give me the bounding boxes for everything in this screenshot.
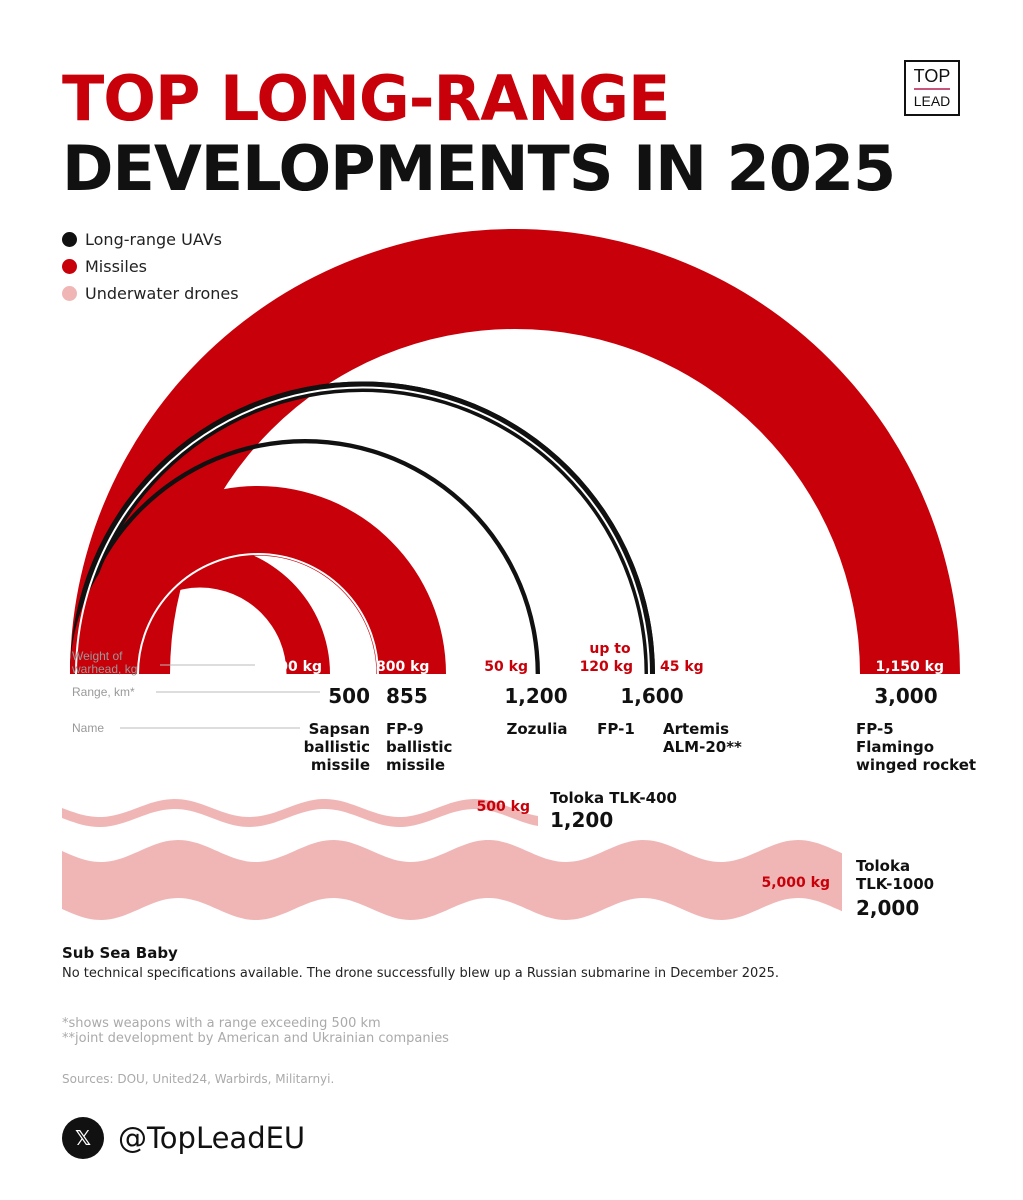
row-label-warhead-1: Weight of — [72, 649, 123, 663]
underwater-warhead-0: 500 kg — [477, 799, 530, 815]
legend-item-missiles: Missiles — [62, 253, 239, 280]
name-label-4-1: ALM-20** — [663, 738, 742, 756]
legend-label-underwater: Underwater drones — [85, 284, 239, 303]
name-label-5-2: winged rocket — [856, 756, 976, 774]
underwater-range-1: 2,000 — [856, 896, 919, 920]
warhead-label-4: 45 kg — [660, 659, 704, 675]
footnotes: *shows weapons with a range exceeding 50… — [62, 1016, 449, 1046]
title-line-2: DEVELOPMENTS IN 2025 — [62, 132, 896, 205]
name-label-1-1: ballistic — [386, 738, 452, 756]
name-label-5-1: Flamingo — [856, 738, 934, 756]
name-label-0-0: Sapsan — [309, 720, 370, 738]
sources: Sources: DOU, United24, Warbirds, Milita… — [62, 1072, 335, 1086]
range-label-5: 3,000 — [874, 684, 937, 708]
legend-dot-underwater — [62, 286, 77, 301]
social-handle-block[interactable]: 𝕏 @TopLeadEU — [62, 1117, 305, 1159]
arc-0 — [70, 544, 330, 674]
name-label-0-2: missile — [311, 756, 370, 774]
sub-sea-baby-description: No technical specifications available. T… — [62, 966, 779, 981]
range-label-0: 500 — [328, 684, 370, 708]
title-line-1: TOP LONG-RANGE — [62, 62, 670, 135]
sub-sea-baby-title: Sub Sea Baby — [62, 944, 178, 962]
social-handle[interactable]: @TopLeadEU — [118, 1121, 306, 1155]
range-label-3: 1,600 — [620, 684, 683, 708]
x-logo-icon: 𝕏 — [62, 1117, 104, 1159]
sub-sea-baby-note: Sub Sea Baby No technical specifications… — [62, 944, 779, 981]
name-label-4-0: Artemis — [663, 720, 729, 738]
warhead-label-1: 800 kg — [376, 659, 429, 675]
underwater-band-0 — [62, 799, 538, 827]
range-label-2: 1,200 — [504, 684, 567, 708]
warhead-label-5: 1,150 kg — [876, 659, 945, 675]
underwater-warhead-1: 5,000 kg — [762, 875, 831, 891]
arc-divider-artemis — [75, 386, 650, 675]
toplead-logo: TOP LEAD — [904, 60, 960, 116]
row-label-name: Name — [72, 721, 104, 735]
legend-item-underwater: Underwater drones — [62, 280, 239, 307]
legend-dot-missiles — [62, 259, 77, 274]
legend-label-missiles: Missiles — [85, 257, 147, 276]
underwater-name-1-b: TLK-1000 — [856, 875, 934, 893]
name-label-0-1: ballistic — [304, 738, 370, 756]
arc-divider-fp9 — [137, 553, 379, 675]
legend-item-uav: Long-range UAVs — [62, 226, 239, 253]
underwater-band-1 — [62, 840, 842, 920]
arc-1 — [70, 486, 446, 674]
warhead-label-2: 50 kg — [484, 659, 528, 675]
legend-dot-uav — [62, 232, 77, 247]
warhead-label-0: 500 kg — [269, 659, 322, 675]
name-label-3-0: FP-1 — [597, 720, 635, 738]
warhead-label-3-b: 120 kg — [580, 659, 633, 675]
underwater-range-0: 1,200 — [550, 808, 613, 832]
footnote-2: **joint development by American and Ukra… — [62, 1031, 449, 1046]
name-label-1-0: FP-9 — [386, 720, 424, 738]
logo-divider — [914, 88, 950, 90]
name-label-2-0: Zozulia — [507, 720, 568, 738]
legend-label-uav: Long-range UAVs — [85, 230, 223, 249]
legend: Long-range UAVs Missiles Underwater dron… — [62, 226, 239, 307]
footnote-1: *shows weapons with a range exceeding 50… — [62, 1016, 381, 1031]
underwater-name-0: Toloka TLK-400 — [550, 789, 677, 807]
row-label-range: Range, km* — [72, 685, 135, 699]
underwater-name-1-a: Toloka — [856, 857, 910, 875]
name-label-1-2: missile — [386, 756, 445, 774]
logo-bottom-text: LEAD — [913, 93, 951, 109]
warhead-label-3-a: up to — [589, 641, 631, 657]
row-label-warhead-2: warhead, kg — [71, 662, 137, 676]
name-label-5-0: FP-5 — [856, 720, 894, 738]
range-label-1: 855 — [386, 684, 428, 708]
arc-5 — [70, 229, 960, 674]
logo-top-text: TOP — [913, 66, 951, 86]
